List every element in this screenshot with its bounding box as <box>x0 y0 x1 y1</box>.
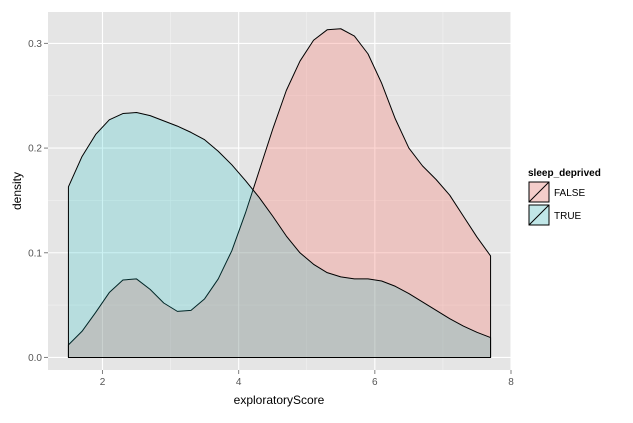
legend-title: sleep_deprived <box>528 168 601 179</box>
density-area-false <box>67 28 492 358</box>
x-tick-label: 4 <box>236 377 242 388</box>
plot-panel <box>48 12 511 370</box>
legend-key-slash <box>528 181 550 203</box>
y-tick-label: 0.0 <box>28 353 42 364</box>
x-axis-title: exploratoryScore <box>234 393 325 407</box>
minor-gridlines <box>48 12 511 370</box>
y-axis-ticks: 0.0 0.1 0.2 0.3 <box>28 39 48 364</box>
x-axis-ticks: 2 4 6 8 <box>100 370 514 388</box>
density-area-true <box>67 111 492 358</box>
y-tick-label: 0.2 <box>28 144 42 155</box>
x-tick-label: 8 <box>508 377 514 388</box>
y-tick-label: 0.3 <box>28 39 42 50</box>
density-series <box>67 28 492 358</box>
y-axis-title: density <box>10 172 24 210</box>
legend-label-false: FALSE <box>554 188 585 199</box>
legend-key-slash <box>528 204 550 226</box>
legend-label-true: TRUE <box>554 211 582 222</box>
legend: sleep_deprived FALSE TRUE <box>527 168 601 227</box>
y-tick-label: 0.1 <box>28 248 42 259</box>
legend-items: FALSE TRUE <box>527 180 585 227</box>
x-tick-label: 2 <box>100 377 106 388</box>
x-tick-label: 6 <box>372 377 378 388</box>
